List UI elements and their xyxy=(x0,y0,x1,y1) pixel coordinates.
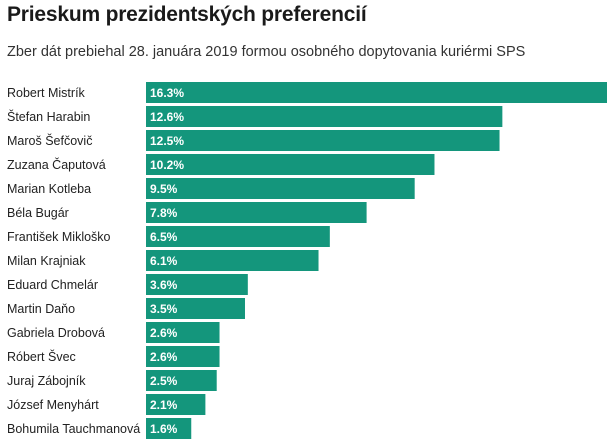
bar xyxy=(146,298,245,319)
value-label: 6.5% xyxy=(150,230,178,244)
category-label: Milan Krajniak xyxy=(7,254,86,268)
value-label: 2.5% xyxy=(150,374,178,388)
value-label: 12.6% xyxy=(150,110,184,124)
value-label: 2.6% xyxy=(150,326,178,340)
value-label: 7.8% xyxy=(150,206,178,220)
category-label: Róbert Švec xyxy=(7,349,76,364)
value-label: 3.6% xyxy=(150,278,178,292)
bar xyxy=(146,370,217,391)
category-label: Bohumila Tauchmanová xyxy=(7,422,140,436)
category-label: Štefan Harabin xyxy=(7,109,90,124)
bar xyxy=(146,202,367,223)
value-label: 16.3% xyxy=(150,86,184,100)
value-label: 9.5% xyxy=(150,182,178,196)
category-label: Robert Mistrík xyxy=(7,86,86,100)
category-label: Gabriela Drobová xyxy=(7,326,105,340)
category-label: Maroš Šefčovič xyxy=(7,133,92,148)
value-label: 10.2% xyxy=(150,158,184,172)
bar xyxy=(146,226,330,247)
chart-subtitle: Zber dát prebiehal 28. januára 2019 form… xyxy=(7,44,526,60)
bar xyxy=(146,178,415,199)
bar xyxy=(146,346,220,367)
value-label: 1.6% xyxy=(150,422,178,436)
category-label: Juraj Zábojník xyxy=(7,374,86,388)
category-label: Martin Daňo xyxy=(7,302,75,316)
category-label: František Mikloško xyxy=(7,230,111,244)
bar xyxy=(146,154,435,175)
category-label: Béla Bugár xyxy=(7,206,69,220)
category-label: Eduard Chmelár xyxy=(7,278,98,292)
value-label: 2.6% xyxy=(150,350,178,364)
bar xyxy=(146,394,206,415)
bar xyxy=(146,106,503,127)
bar xyxy=(146,250,319,271)
bar xyxy=(146,322,220,343)
category-label: József Menyhárt xyxy=(7,398,99,412)
value-label: 6.1% xyxy=(150,254,178,268)
bar xyxy=(146,82,607,103)
value-label: 3.5% xyxy=(150,302,178,316)
bar xyxy=(146,274,248,295)
bar xyxy=(146,418,192,439)
chart-title: Prieskum prezidentských preferencií xyxy=(7,3,367,26)
category-label: Marian Kotleba xyxy=(7,182,91,196)
value-label: 2.1% xyxy=(150,398,178,412)
value-label: 12.5% xyxy=(150,134,184,148)
bar xyxy=(146,130,500,151)
category-label: Zuzana Čaputová xyxy=(7,157,106,172)
